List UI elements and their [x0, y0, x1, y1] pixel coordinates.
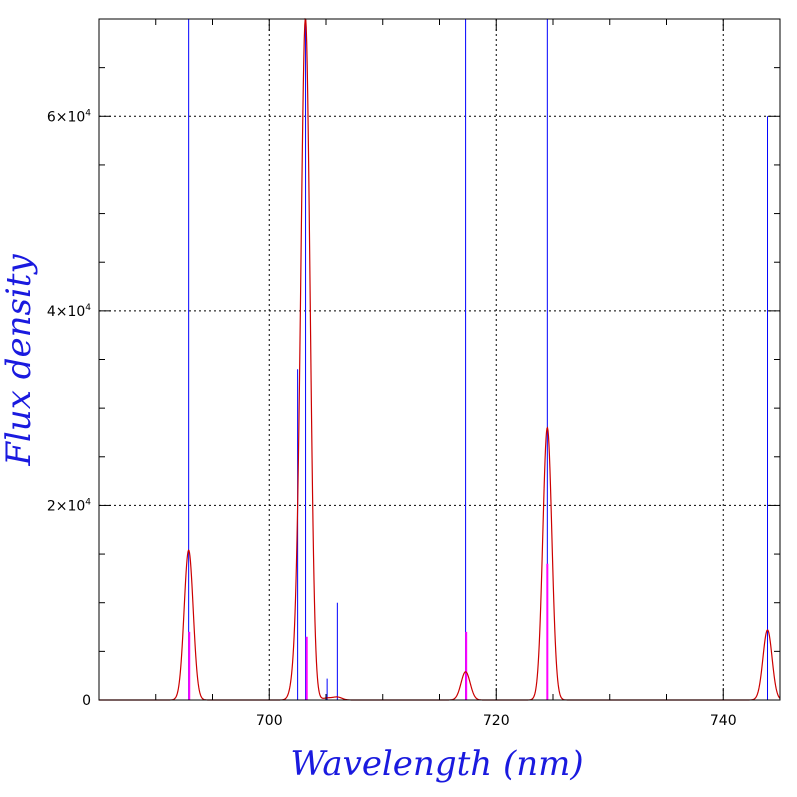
tick-labels: 700 720 740 0 2×104 4×104 6×104 [47, 108, 737, 729]
y-tick-label: 4×104 [47, 303, 91, 320]
x-tick-label: 740 [710, 713, 737, 729]
x-axis-title: Wavelength (nm) [290, 744, 583, 784]
y-axis-title: Flux density [0, 254, 39, 467]
grid-lines [99, 19, 780, 700]
series-layer [99, 18, 781, 701]
axis-ticks [98, 18, 781, 701]
model-spectrum-curve [99, 18, 781, 701]
x-tick-label: 720 [483, 713, 510, 729]
x-tick-label: 700 [256, 713, 283, 729]
y-tick-label: 0 [82, 693, 91, 709]
y-tick-label: 6×104 [47, 108, 91, 125]
y-tick-label: 2×104 [47, 497, 91, 514]
plot-frame [98, 18, 781, 701]
